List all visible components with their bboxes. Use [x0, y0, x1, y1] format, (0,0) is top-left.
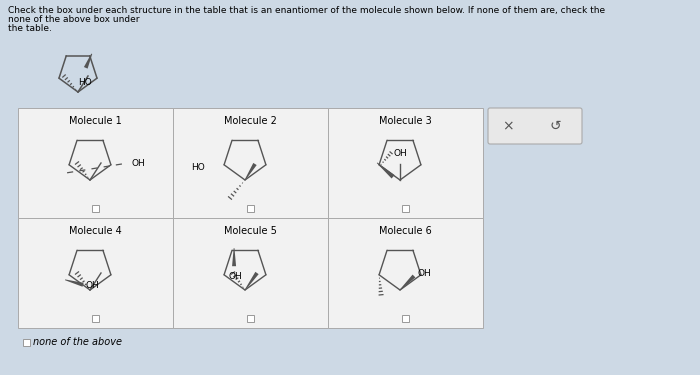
Text: Molecule 5: Molecule 5	[223, 226, 276, 236]
Bar	[18, 108, 173, 218]
Text: the table.: the table.	[8, 24, 52, 33]
Text: HO: HO	[191, 164, 205, 172]
Polygon shape	[377, 162, 395, 178]
Text: ↺: ↺	[550, 119, 561, 133]
Polygon shape	[400, 274, 415, 290]
Text: Molecule 6: Molecule 6	[379, 226, 431, 236]
Bar	[18, 218, 173, 328]
Bar	[402, 204, 409, 212]
Text: OH: OH	[85, 281, 99, 290]
Bar	[92, 204, 99, 212]
Bar	[92, 315, 99, 321]
Bar	[246, 204, 253, 212]
Polygon shape	[84, 54, 92, 69]
Bar	[173, 108, 328, 218]
Bar	[328, 108, 483, 218]
Bar	[22, 339, 29, 345]
Text: Molecule 2: Molecule 2	[223, 116, 276, 126]
FancyBboxPatch shape	[488, 108, 582, 144]
Text: OH: OH	[132, 159, 146, 168]
Polygon shape	[245, 272, 258, 290]
Text: none of the above: none of the above	[33, 337, 122, 347]
Text: Molecule 4: Molecule 4	[69, 226, 121, 236]
Polygon shape	[232, 248, 236, 266]
Text: OH: OH	[393, 149, 407, 158]
Polygon shape	[65, 279, 83, 287]
Text: Molecule 3: Molecule 3	[379, 116, 431, 126]
Text: OH: OH	[417, 270, 430, 279]
Bar	[328, 218, 483, 328]
Text: ×: ×	[502, 119, 514, 133]
Text: Check the box under each structure in the table that is an enantiomer of the mol: Check the box under each structure in th…	[8, 6, 605, 15]
Bar	[173, 218, 328, 328]
Polygon shape	[245, 163, 257, 180]
Bar	[246, 315, 253, 321]
Bar	[402, 315, 409, 321]
Text: none of the above box under: none of the above box under	[8, 15, 139, 24]
Text: OH: OH	[228, 272, 242, 281]
Text: Molecule 1: Molecule 1	[69, 116, 121, 126]
Text: HO: HO	[78, 78, 92, 87]
